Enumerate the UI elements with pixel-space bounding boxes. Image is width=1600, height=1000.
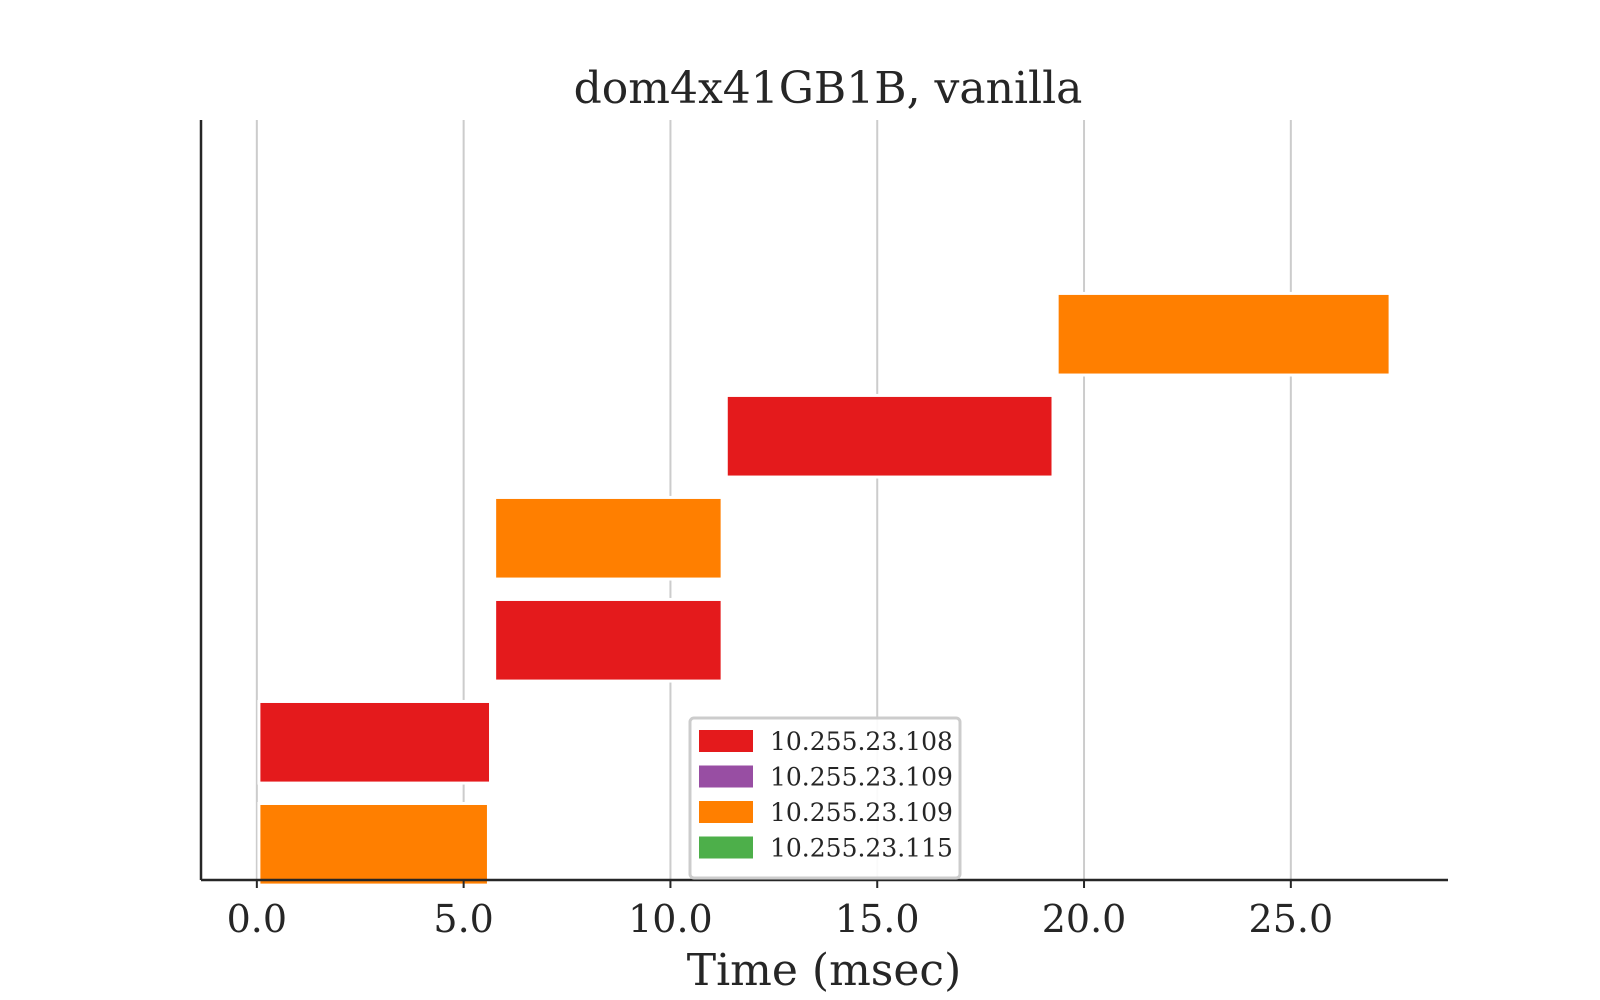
x-axis-label: Time (msec) — [687, 945, 961, 996]
timeline-bar — [493, 495, 724, 581]
timeline-bar — [493, 597, 724, 683]
x-axis-ticks: 0.0 5.0 10.0 15.0 20.0 25.0 — [227, 880, 1334, 941]
legend-label: 10.255.23.109 — [770, 763, 953, 792]
timeline-bar — [724, 393, 1055, 479]
legend-frame — [688, 716, 962, 880]
x-tick-label: 5.0 — [433, 897, 493, 941]
legend-swatch — [699, 801, 753, 823]
x-tick-label: 20.0 — [1042, 897, 1127, 941]
x-tick-label: 15.0 — [835, 897, 920, 941]
legend-label: 10.255.23.109 — [770, 798, 953, 827]
legend-label: 10.255.23.108 — [770, 727, 953, 756]
timeline-bar — [257, 699, 493, 785]
timeline-bar — [257, 801, 490, 887]
x-tick-label: 10.0 — [628, 897, 713, 941]
legend-label: 10.255.23.115 — [770, 834, 953, 863]
legend-swatch — [699, 765, 753, 788]
x-tick-label: 25.0 — [1249, 897, 1334, 941]
chart-title: dom4x41GB1B, vanilla — [574, 63, 1083, 114]
timeline-bar — [1055, 291, 1392, 377]
bar-series — [257, 291, 1392, 887]
legend-swatch — [699, 730, 753, 752]
legend: 10.255.23.108 10.255.23.109 10.255.23.109 1… — [688, 716, 962, 880]
legend-swatch — [699, 836, 753, 859]
x-tick-label: 0.0 — [227, 897, 287, 941]
